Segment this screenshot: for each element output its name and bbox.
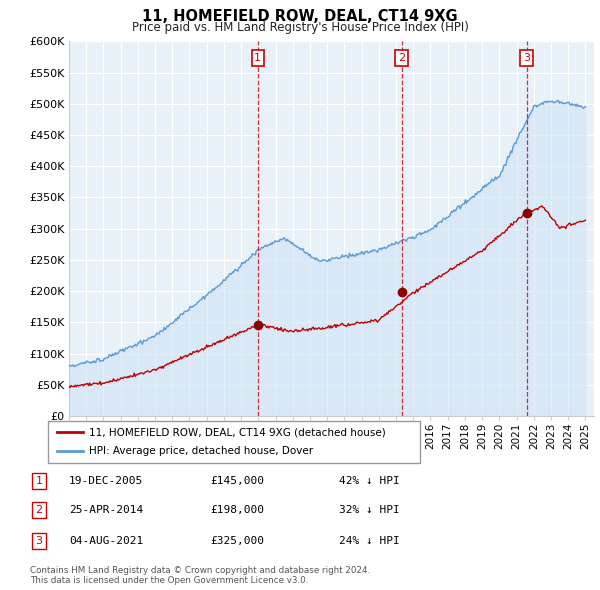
Text: 19-DEC-2005: 19-DEC-2005 (69, 476, 143, 486)
Text: Contains HM Land Registry data © Crown copyright and database right 2024.
This d: Contains HM Land Registry data © Crown c… (30, 566, 370, 585)
Text: 04-AUG-2021: 04-AUG-2021 (69, 536, 143, 546)
Text: 1: 1 (254, 53, 262, 63)
Text: 32% ↓ HPI: 32% ↓ HPI (339, 506, 400, 515)
Text: 2: 2 (398, 53, 405, 63)
Text: £198,000: £198,000 (210, 506, 264, 515)
Text: 42% ↓ HPI: 42% ↓ HPI (339, 476, 400, 486)
Text: £145,000: £145,000 (210, 476, 264, 486)
Text: 2: 2 (35, 506, 43, 515)
Text: 24% ↓ HPI: 24% ↓ HPI (339, 536, 400, 546)
Text: 1: 1 (35, 476, 43, 486)
Text: Price paid vs. HM Land Registry's House Price Index (HPI): Price paid vs. HM Land Registry's House … (131, 21, 469, 34)
Text: 25-APR-2014: 25-APR-2014 (69, 506, 143, 515)
Text: HPI: Average price, detached house, Dover: HPI: Average price, detached house, Dove… (89, 446, 313, 456)
Text: 11, HOMEFIELD ROW, DEAL, CT14 9XG (detached house): 11, HOMEFIELD ROW, DEAL, CT14 9XG (detac… (89, 427, 386, 437)
Text: 3: 3 (523, 53, 530, 63)
Text: 3: 3 (35, 536, 43, 546)
Text: 11, HOMEFIELD ROW, DEAL, CT14 9XG: 11, HOMEFIELD ROW, DEAL, CT14 9XG (142, 9, 458, 24)
Text: £325,000: £325,000 (210, 536, 264, 546)
